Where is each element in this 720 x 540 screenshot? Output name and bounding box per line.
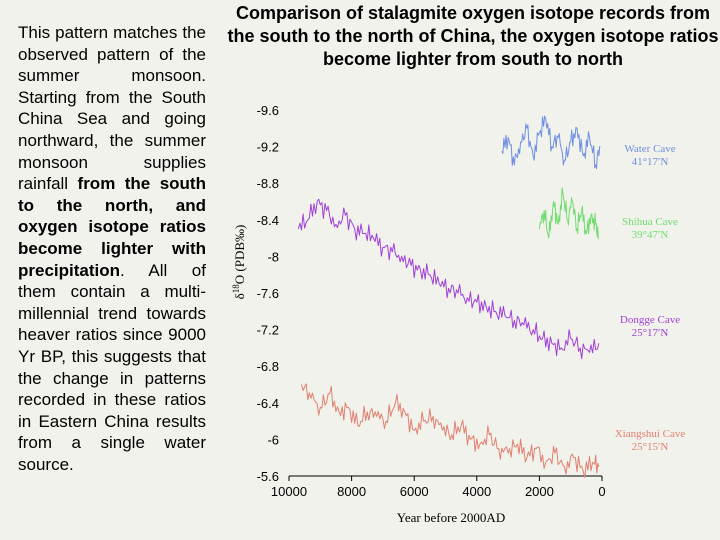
series-label-name: Water Cave (624, 143, 675, 155)
body-text-1: This pattern matches the observed patter… (18, 23, 206, 194)
series-line (538, 187, 600, 239)
series-label-latitude: 41°17′N (632, 156, 669, 168)
x-tick-label: 0 (598, 484, 605, 499)
y-axis: -9.6 -9.2 -8.8 -8.4 -8 -7.6 -7.2 -6.8 -6.4 -6 -5.6 (257, 103, 279, 484)
slide-title: Comparison of stalagmite oxygen isotope … (227, 3, 719, 69)
series-label-latitude: 39°47′N (632, 229, 669, 241)
series-label-latitude: 25°15′N (632, 441, 669, 453)
series-line (301, 383, 600, 478)
y-tick-label: -8.4 (257, 213, 279, 228)
series-line (501, 115, 601, 170)
x-tick-label: 10000 (271, 484, 307, 499)
x-tick-label: 6000 (400, 484, 429, 499)
series-label-latitude: 25°17′N (632, 327, 669, 339)
y-tick-label: -9.6 (257, 103, 279, 118)
x-tick-label: 8000 (337, 484, 366, 499)
slide-body-text: This pattern matches the observed patter… (18, 22, 206, 475)
x-axis: 10000 8000 6000 4000 2000 0 (271, 475, 606, 499)
x-tick-label: 4000 (462, 484, 491, 499)
y-tick-label: -7.2 (257, 323, 279, 338)
y-tick-label: -5.6 (257, 469, 279, 484)
body-text-2: . All of them contain a multi-millennial… (18, 260, 206, 474)
y-axis-label: δ18O (PDB‰) (231, 225, 247, 300)
y-tick-label: -6.8 (257, 359, 279, 374)
y-tick-label: -6 (267, 432, 279, 447)
series-layer (297, 115, 601, 478)
y-tick-label: -7.6 (257, 286, 279, 301)
x-tick-label: 2000 (525, 484, 554, 499)
series-label-name: Dongge Cave (620, 314, 680, 326)
x-axis-label: Year before 2000AD (397, 510, 505, 525)
series-label-name: Shihua Cave (622, 216, 678, 228)
series-line (297, 198, 600, 360)
y-tick-label: -8 (267, 249, 279, 264)
y-tick-label: -8.8 (257, 176, 279, 191)
y-tick-label: -6.4 (257, 396, 279, 411)
y-tick-label: -9.2 (257, 140, 279, 155)
series-label-name: Xiangshui Cave (615, 428, 686, 440)
body-text-bold: from the south to the north, and oxygen … (18, 174, 206, 280)
